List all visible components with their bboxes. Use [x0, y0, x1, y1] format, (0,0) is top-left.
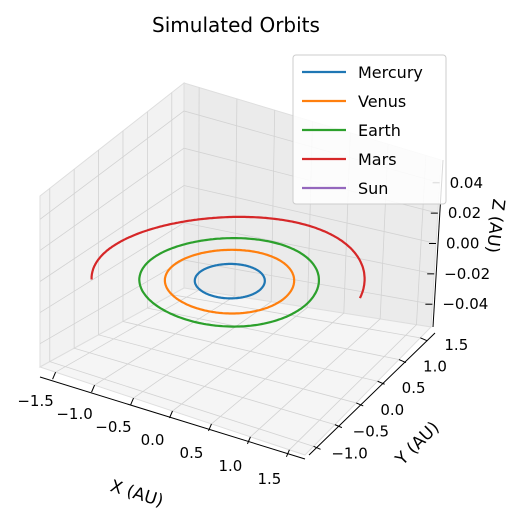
- y-grid-line: [146, 111, 400, 360]
- x-tick-label: −0.5: [95, 418, 131, 436]
- y-grid-line: [98, 150, 357, 404]
- y-grid-line: [122, 130, 378, 382]
- x-grid-line: [289, 155, 427, 451]
- z-grid-line: [39, 222, 435, 313]
- z-axis-label: Z (AU): [482, 198, 508, 254]
- z-tick-label: 0.02: [448, 204, 481, 222]
- y-tick-label: 0.0: [380, 401, 404, 419]
- x-tick-mark: [246, 436, 251, 445]
- legend-label-sun: Sun: [358, 179, 388, 198]
- y-axis-label: Y (AU): [391, 418, 443, 470]
- y-tick-label: 1.5: [444, 336, 468, 354]
- legend-label-mars: Mars: [358, 150, 397, 169]
- tick-labels: −1.5−1.0−0.50.00.51.01.5−1.0−0.50.00.51.…: [17, 174, 490, 488]
- orbit-line-mercury: [193, 262, 266, 300]
- z-tick-label: −0.04: [442, 295, 488, 313]
- pane-floor: [38, 287, 433, 456]
- legend: Mercury Venus Earth Mars Sun: [292, 54, 447, 205]
- y-tick-label: 1.0: [423, 358, 447, 376]
- x-tick-label: 0.0: [141, 431, 165, 449]
- axis-lines: [39, 159, 444, 460]
- x-grid-line: [133, 110, 276, 399]
- x-tick-label: 0.5: [180, 444, 204, 462]
- legend-label-venus: Venus: [358, 92, 406, 111]
- legend-label-earth: Earth: [358, 121, 401, 140]
- x-grid-line: [94, 98, 238, 386]
- x-tick-mark: [91, 384, 96, 393]
- y-tick-label: −1.0: [331, 444, 367, 462]
- y-tick-label: 0.5: [402, 379, 426, 397]
- y-tick-mark: [377, 380, 385, 385]
- x-tick-mark: [130, 397, 134, 406]
- legend-label-mercury: Mercury: [358, 63, 423, 82]
- orbit-series: [90, 215, 366, 328]
- orbit-line-earth: [138, 237, 320, 328]
- z-tick-label: −0.02: [444, 265, 490, 283]
- legend-box: [292, 54, 447, 205]
- y-tick-label: −0.5: [353, 423, 389, 441]
- x-tick-label: 1.5: [257, 470, 281, 488]
- x-axis-line: [39, 376, 306, 460]
- y-tick-mark: [356, 402, 364, 407]
- x-grid-line: [55, 87, 200, 373]
- x-tick-label: −1.5: [17, 392, 53, 410]
- x-tick-label: 1.0: [219, 457, 243, 475]
- z-tick-label: 0.00: [446, 235, 479, 253]
- orbit-line-venus: [163, 248, 296, 315]
- y-grid-line: [49, 188, 314, 447]
- y-axis-line: [308, 332, 436, 456]
- orbit-line-mars: [90, 215, 366, 299]
- x-tick-mark: [52, 371, 57, 380]
- x-axis-label: X (AU): [108, 476, 166, 511]
- z-grid-line: [39, 185, 437, 282]
- chart-title: Simulated Orbits: [152, 13, 320, 37]
- y-tick-mark: [420, 337, 428, 342]
- z-tick-label: 0.04: [450, 174, 483, 192]
- y-grid-line: [73, 169, 336, 426]
- x-tick-label: −1.0: [56, 405, 92, 423]
